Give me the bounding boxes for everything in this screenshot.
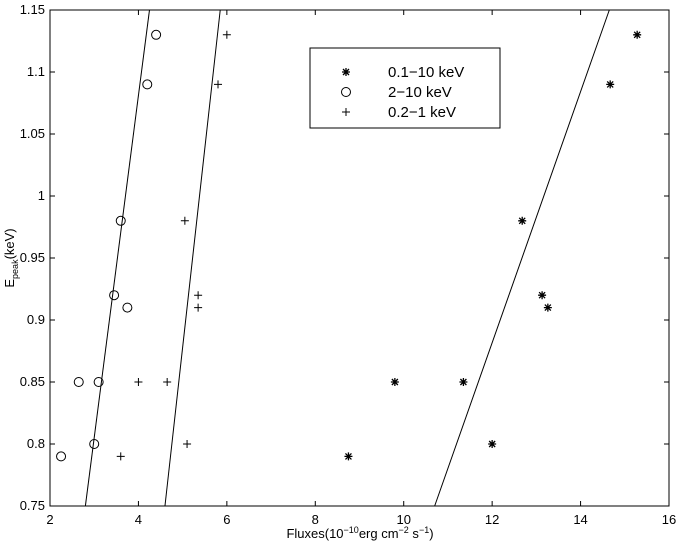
fit-line [84, 9, 150, 507]
legend-label: 0.1−10 keV [388, 64, 464, 81]
x-label-part: erg cm [359, 526, 399, 541]
y-tick-label: 0.9 [27, 312, 45, 327]
x-tick-label: 16 [662, 512, 676, 527]
y-tick-label: 1.05 [20, 126, 45, 141]
data-point [151, 29, 162, 40]
x-tick-label: 12 [485, 512, 499, 527]
data-point [459, 378, 468, 386]
data-point [115, 215, 126, 226]
x-tick-label: 8 [312, 512, 319, 527]
data-point [518, 216, 527, 225]
data-point [344, 452, 353, 461]
data-point [134, 378, 143, 386]
data-point [222, 30, 231, 39]
y-tick-label: 0.8 [27, 436, 45, 451]
x-axis-label: Fluxes(10−10erg cm−2 s−1) [286, 525, 433, 541]
legend-marker [341, 87, 351, 97]
data-point [109, 290, 120, 301]
legend-label: 2−10 keV [388, 84, 452, 101]
x-tick-label: 10 [396, 512, 410, 527]
x-tick-label: 2 [46, 512, 53, 527]
data-point [488, 440, 497, 448]
x-label-part: −2 [399, 525, 409, 535]
y-tick-label: 1 [38, 188, 45, 203]
data-point [163, 378, 172, 386]
data-point [183, 440, 192, 448]
data-point [543, 303, 552, 312]
data-point [73, 377, 84, 387]
data-point [606, 80, 615, 89]
y-axis-label: Epeak(keV) [2, 228, 20, 287]
y-label-part: E [2, 279, 17, 288]
x-label-part: s [409, 526, 420, 541]
legend-label: 0.2−1 keV [388, 104, 456, 121]
data-point [538, 291, 547, 300]
data-point [116, 452, 125, 461]
x-label-part: ) [429, 526, 433, 541]
data-point [142, 79, 153, 90]
data-point [194, 303, 203, 312]
data-point [390, 378, 399, 386]
data-point [194, 291, 203, 300]
data-point [180, 216, 189, 225]
x-label-part: −10 [344, 525, 359, 535]
fit-line [164, 9, 221, 507]
y-label-part: peak [10, 259, 20, 279]
x-tick-label: 4 [135, 512, 142, 527]
fit-line [434, 9, 610, 507]
legend-box [309, 47, 501, 129]
y-tick-label: 1.1 [27, 64, 45, 79]
y-tick-label: 0.95 [20, 250, 45, 265]
y-label-part: (keV) [2, 228, 17, 259]
data-point [122, 302, 133, 313]
legend-marker [342, 68, 350, 76]
y-tick-label: 0.75 [20, 498, 45, 513]
x-label-part: −1 [419, 525, 429, 535]
y-tick-label: 1.15 [20, 2, 45, 17]
x-tick-label: 14 [573, 512, 587, 527]
y-tick-label: 0.85 [20, 374, 45, 389]
data-point [93, 377, 104, 387]
data-point [214, 80, 223, 89]
data-point [633, 30, 642, 39]
legend-marker [342, 108, 350, 116]
data-point [56, 451, 67, 462]
x-label-part: Fluxes(10 [286, 526, 343, 541]
x-tick-label: 6 [223, 512, 230, 527]
